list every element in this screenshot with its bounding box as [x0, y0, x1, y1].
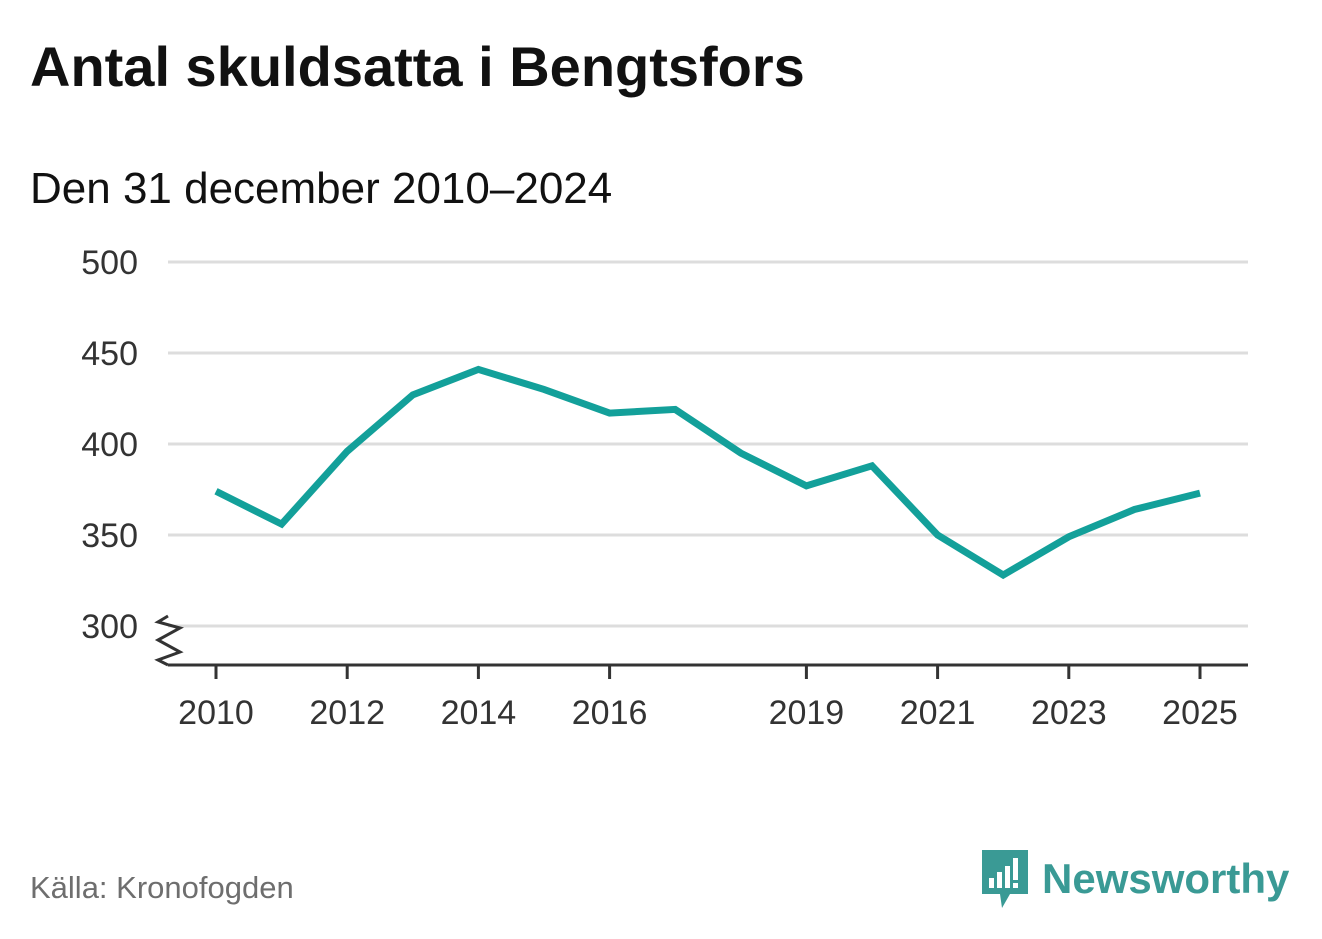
chart-subtitle: Den 31 december 2010–2024 — [30, 164, 613, 213]
x-tick-label-2012: 2012 — [309, 694, 385, 732]
axis-break-marker — [154, 614, 184, 667]
brand-logo: Newsworthy — [980, 848, 1289, 910]
y-tick-label-400: 400 — [81, 426, 138, 464]
chart-title: Antal skuldsatta i Bengtsfors — [30, 35, 805, 98]
x-tick-label-2019: 2019 — [769, 694, 845, 732]
x-tick-label-2016: 2016 — [572, 694, 648, 732]
x-tick-label-2023: 2023 — [1031, 694, 1107, 732]
line-chart: 300 350 400 450 500 2010 2012 2014 2016 2019 2021… — [81, 244, 1248, 732]
x-tick-label-2014: 2014 — [441, 694, 517, 732]
x-tick-label-2025: 2025 — [1162, 694, 1238, 732]
x-tick-label-2021: 2021 — [900, 694, 976, 732]
y-axis-ticks: 300 350 400 450 500 — [81, 244, 138, 646]
series-group — [214, 365, 1201, 580]
series-line-0 — [214, 365, 1201, 580]
y-tick-label-300: 300 — [81, 608, 138, 646]
x-axis-ticks: 2010 2012 2014 2016 2019 2021 2023 2025 — [178, 665, 1238, 732]
x-tick-label-2010: 2010 — [178, 694, 254, 732]
x-axis — [154, 614, 1248, 667]
y-tick-label-350: 350 — [81, 517, 138, 555]
y-tick-label-450: 450 — [81, 335, 138, 373]
gridlines — [168, 260, 1248, 628]
y-tick-label-500: 500 — [81, 244, 138, 282]
newsworthy-logo-icon — [982, 850, 1028, 908]
brand-name: Newsworthy — [1042, 855, 1290, 902]
source-note: Källa: Kronofogden — [30, 870, 294, 905]
